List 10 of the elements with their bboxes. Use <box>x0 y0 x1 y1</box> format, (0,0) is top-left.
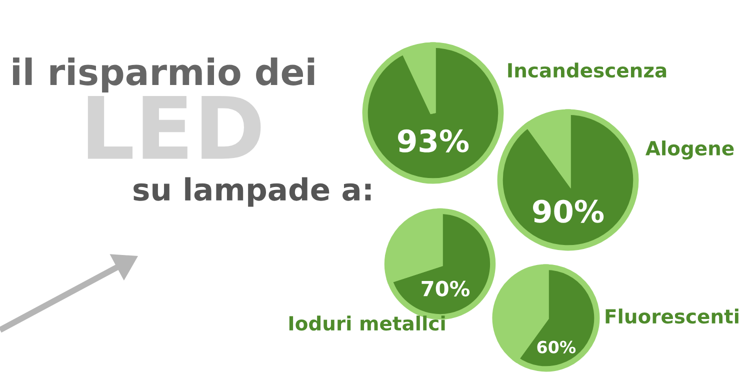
text: su lampade a: <box>134 177 371 207</box>
text: il risparmio dei <box>13 58 314 92</box>
data-label: 70% <box>422 280 470 296</box>
text: Fluorescenti <box>606 308 738 324</box>
text: Ioduri metallci <box>289 316 445 331</box>
data-label: 93% <box>398 129 469 152</box>
data-label: 90% <box>533 200 604 223</box>
data-label: 60% <box>537 340 576 354</box>
text: Alogene <box>645 140 734 160</box>
text: Incandescenza <box>508 62 666 78</box>
